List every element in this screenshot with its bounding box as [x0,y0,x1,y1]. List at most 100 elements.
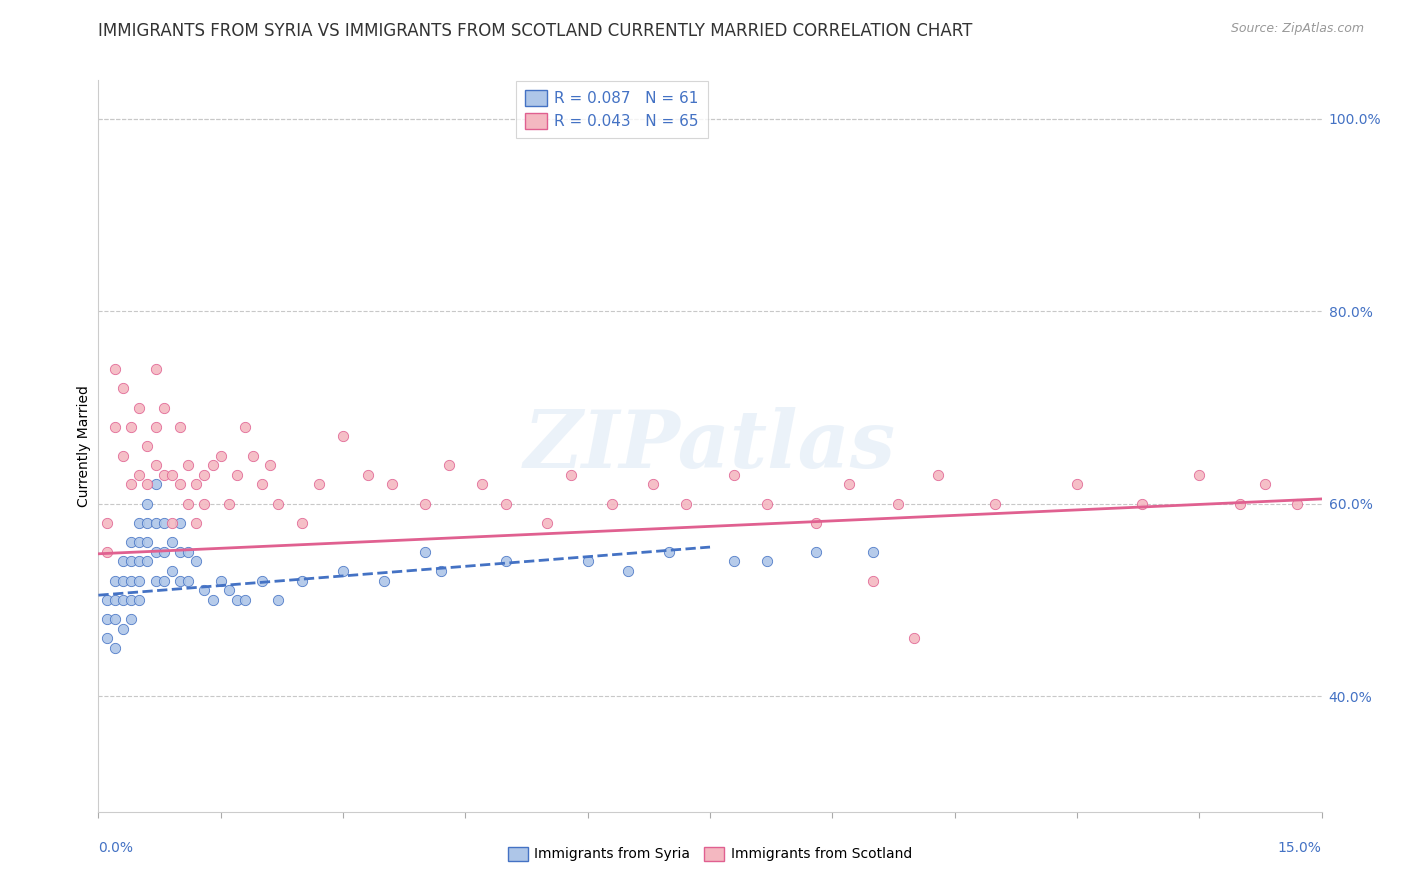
Point [177,497,200,511]
Point [373,574,395,588]
Point [675,497,697,511]
Point [1130,497,1153,511]
Point [152,545,174,559]
Point [332,564,354,578]
Point [128,516,150,530]
Point [862,545,884,559]
Text: 0.0%: 0.0% [98,841,134,855]
Point [560,467,582,482]
Point [291,574,314,588]
Point [136,439,159,453]
Point [120,477,142,491]
Point [495,554,517,568]
Point [177,574,200,588]
Point [177,545,200,559]
Y-axis label: Currently Married: Currently Married [77,385,91,507]
Point [96,593,118,607]
Point [430,564,453,578]
Point [104,419,127,434]
Point [145,545,167,559]
Point [111,449,134,463]
Point [1229,497,1251,511]
Point [804,516,827,530]
Point [169,419,191,434]
Point [1253,477,1275,491]
Point [536,516,558,530]
Point [136,554,159,568]
Point [242,449,264,463]
Point [120,554,142,568]
Point [136,516,159,530]
Point [903,632,925,646]
Point [160,516,183,530]
Point [381,477,404,491]
Point [136,535,159,549]
Point [641,477,664,491]
Point [160,535,183,549]
Point [308,477,330,491]
Point [218,583,240,598]
Point [437,458,460,473]
Point [250,574,273,588]
Point [104,593,127,607]
Point [413,497,436,511]
Point [145,477,167,491]
Point [186,516,208,530]
Point [145,574,167,588]
Point [209,574,232,588]
Point [226,467,249,482]
Point [128,467,150,482]
Point [152,401,174,415]
Point [128,554,150,568]
Point [186,477,208,491]
Point [233,419,256,434]
Point [201,593,224,607]
Point [193,497,215,511]
Point [120,593,142,607]
Point [152,467,174,482]
Point [756,554,779,568]
Point [104,612,127,626]
Point [169,574,191,588]
Point [723,467,745,482]
Point [927,467,949,482]
Point [136,477,159,491]
Point [576,554,599,568]
Point [201,458,224,473]
Point [177,458,200,473]
Point [111,554,134,568]
Point [120,535,142,549]
Point [332,429,354,443]
Point [145,362,167,376]
Point [886,497,908,511]
Point [136,497,159,511]
Point [600,497,623,511]
Point [96,516,118,530]
Point [104,574,127,588]
Point [250,477,273,491]
Point [128,574,150,588]
Point [1066,477,1088,491]
Point [111,574,134,588]
Point [104,641,127,656]
Point [120,574,142,588]
Point [104,362,127,376]
Point [233,593,256,607]
Point [128,401,150,415]
Point [838,477,860,491]
Point [160,564,183,578]
Point [128,535,150,549]
Point [152,516,174,530]
Point [152,574,174,588]
Point [209,449,232,463]
Point [96,545,118,559]
Point [267,593,290,607]
Point [145,458,167,473]
Legend: Immigrants from Syria, Immigrants from Scotland: Immigrants from Syria, Immigrants from S… [502,841,918,867]
Point [111,381,134,395]
Point [862,574,884,588]
Point [145,516,167,530]
Point [658,545,681,559]
Point [120,419,142,434]
Point [804,545,827,559]
